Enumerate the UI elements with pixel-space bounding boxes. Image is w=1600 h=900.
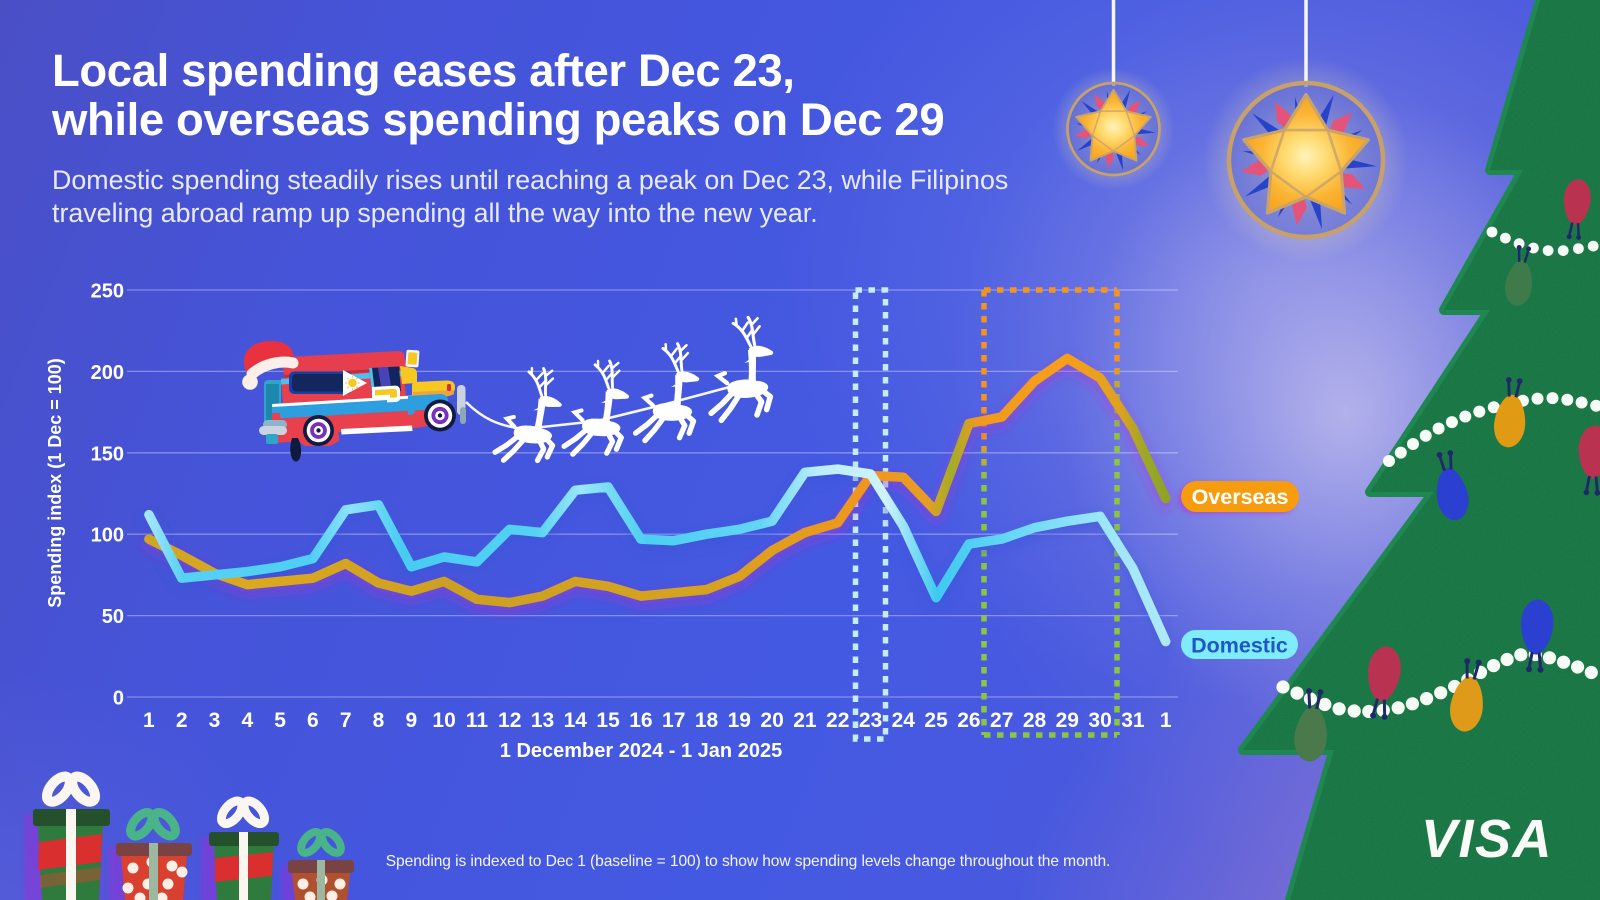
svg-text:23: 23 <box>859 709 882 732</box>
svg-text:1 December 2024 - 1 Jan 2025: 1 December 2024 - 1 Jan 2025 <box>500 740 782 762</box>
svg-text:Spending is indexed to Dec 1 (: Spending is indexed to Dec 1 (baseline =… <box>386 853 1111 870</box>
svg-text:25: 25 <box>924 709 948 732</box>
svg-text:Domestic: Domestic <box>1191 634 1288 658</box>
svg-text:12: 12 <box>498 709 521 732</box>
svg-text:Overseas: Overseas <box>1192 485 1289 509</box>
svg-text:8: 8 <box>373 709 385 732</box>
svg-text:Spending index (1 Dec = 100): Spending index (1 Dec = 100) <box>45 358 65 608</box>
svg-text:5: 5 <box>274 709 286 732</box>
svg-text:27: 27 <box>990 709 1013 732</box>
svg-text:18: 18 <box>695 709 719 732</box>
svg-text:14: 14 <box>564 709 588 732</box>
svg-text:250: 250 <box>91 281 124 303</box>
svg-text:28: 28 <box>1023 709 1047 732</box>
svg-text:VISA: VISA <box>1421 809 1553 869</box>
svg-text:17: 17 <box>662 709 685 732</box>
svg-text:0: 0 <box>113 688 124 710</box>
svg-text:200: 200 <box>91 362 124 384</box>
svg-text:9: 9 <box>405 709 417 732</box>
svg-text:31: 31 <box>1121 709 1145 732</box>
svg-text:29: 29 <box>1056 709 1079 732</box>
svg-text:7: 7 <box>340 709 352 732</box>
svg-text:1: 1 <box>1160 709 1172 732</box>
svg-text:3: 3 <box>209 709 221 732</box>
svg-text:6: 6 <box>307 709 319 732</box>
svg-text:1: 1 <box>143 709 155 732</box>
svg-text:150: 150 <box>91 443 124 465</box>
svg-text:11: 11 <box>466 709 489 732</box>
svg-text:30: 30 <box>1088 709 1111 732</box>
svg-text:19: 19 <box>728 709 751 732</box>
svg-text:13: 13 <box>531 709 554 732</box>
svg-text:22: 22 <box>826 709 849 732</box>
svg-text:26: 26 <box>957 709 980 732</box>
svg-text:16: 16 <box>629 709 652 732</box>
svg-text:4: 4 <box>241 709 253 732</box>
svg-text:10: 10 <box>432 709 455 732</box>
svg-text:2: 2 <box>176 709 188 732</box>
svg-text:15: 15 <box>596 709 620 732</box>
svg-text:21: 21 <box>793 709 817 732</box>
svg-text:24: 24 <box>892 709 916 732</box>
svg-text:50: 50 <box>102 606 124 628</box>
svg-text:100: 100 <box>91 525 124 547</box>
svg-text:20: 20 <box>760 709 783 732</box>
